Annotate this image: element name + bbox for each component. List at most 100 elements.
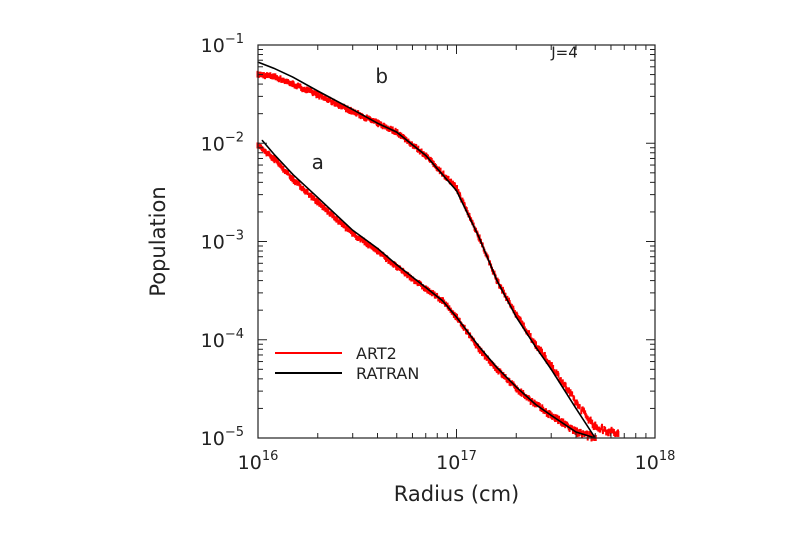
scatter-mark bbox=[329, 97, 332, 103]
scatter-mark bbox=[465, 207, 468, 213]
scatter-mark bbox=[501, 286, 504, 292]
scatter-mark bbox=[528, 330, 531, 336]
scatter-mark bbox=[519, 317, 522, 323]
data-point bbox=[515, 386, 517, 388]
scatter-mark bbox=[348, 227, 351, 233]
scatter-mark bbox=[264, 73, 267, 79]
scatter-mark bbox=[283, 79, 286, 85]
scatter-mark bbox=[591, 423, 594, 429]
scatter-mark bbox=[329, 211, 332, 217]
scatter-mark bbox=[554, 414, 557, 420]
scatter-mark bbox=[334, 101, 337, 107]
y-tick-label: 10−5 bbox=[201, 425, 244, 450]
scatter-mark bbox=[576, 432, 579, 438]
scatter-mark bbox=[573, 396, 576, 402]
data-point bbox=[455, 189, 458, 192]
scatter-mark bbox=[576, 403, 579, 409]
scatter-mark bbox=[262, 147, 265, 153]
scatter-mark bbox=[314, 199, 317, 205]
y-tick-label: 10−4 bbox=[201, 327, 244, 352]
scatter-mark bbox=[572, 428, 575, 434]
scatter-mark bbox=[301, 185, 304, 191]
scatter-mark bbox=[557, 372, 560, 378]
scatter-mark bbox=[542, 408, 545, 414]
scatter-mark bbox=[518, 315, 521, 321]
scatter-mark bbox=[306, 190, 309, 196]
scatter-mark bbox=[509, 381, 512, 387]
series-ratran-b bbox=[257, 61, 596, 439]
scatter-mark bbox=[336, 101, 339, 107]
scatter-mark bbox=[407, 272, 410, 278]
scatter-mark bbox=[277, 161, 280, 167]
scatter-mark bbox=[491, 360, 494, 366]
scatter-mark bbox=[301, 87, 304, 93]
scatter-mark bbox=[343, 223, 346, 229]
scatter-mark bbox=[586, 415, 589, 421]
scatter-mark bbox=[512, 305, 515, 311]
scatter-mark bbox=[344, 226, 347, 232]
scatter-mark bbox=[363, 116, 366, 122]
data-point bbox=[317, 90, 319, 92]
data-point bbox=[441, 300, 444, 302]
scatter-mark bbox=[386, 256, 389, 262]
scatter-mark bbox=[388, 258, 391, 264]
data-point bbox=[496, 279, 498, 282]
scatter-mark bbox=[617, 429, 620, 435]
scatter-mark bbox=[390, 260, 393, 266]
scatter-mark bbox=[352, 109, 355, 115]
annotation-j-level: J=4 bbox=[550, 43, 578, 61]
scatter-mark bbox=[287, 79, 290, 85]
scatter-mark bbox=[586, 430, 589, 436]
scatter-mark bbox=[310, 88, 313, 94]
scatter-mark bbox=[392, 129, 395, 135]
scatter-mark bbox=[520, 391, 523, 397]
scatter-mark bbox=[297, 82, 300, 88]
annotation-curve-b: b bbox=[375, 64, 388, 88]
data-point bbox=[425, 154, 427, 157]
data-point bbox=[515, 316, 517, 318]
scatter-mark bbox=[536, 345, 539, 351]
scatter-mark bbox=[573, 426, 576, 432]
scatter-mark bbox=[304, 189, 307, 195]
scatter-mark bbox=[538, 403, 541, 409]
scatter-mark bbox=[494, 365, 497, 371]
scatter-mark bbox=[541, 352, 544, 358]
scatter-mark bbox=[382, 252, 385, 258]
scatter-mark bbox=[421, 151, 424, 157]
series-line bbox=[261, 139, 596, 439]
scatter-mark bbox=[613, 430, 616, 436]
scatter-mark bbox=[392, 260, 395, 266]
scatter-mark bbox=[293, 83, 296, 89]
scatter-mark bbox=[537, 401, 540, 407]
scatter-mark bbox=[518, 389, 521, 395]
x-tick-label: 1016 bbox=[238, 449, 279, 474]
data-point bbox=[550, 368, 552, 370]
scatter-mark bbox=[271, 155, 274, 161]
scatter-mark bbox=[313, 90, 316, 96]
data-point bbox=[396, 264, 398, 266]
data-point bbox=[273, 67, 275, 69]
scatter-mark bbox=[321, 93, 324, 99]
scatter-mark bbox=[276, 76, 279, 82]
scatter-mark bbox=[601, 429, 604, 435]
scatter-mark bbox=[415, 144, 418, 150]
scatter-mark bbox=[340, 104, 343, 110]
scatter-mark bbox=[374, 247, 377, 253]
scatter-mark bbox=[282, 77, 285, 83]
scatter-mark bbox=[342, 223, 345, 229]
scatter-mark bbox=[585, 414, 588, 420]
x-axis-label: Radius (cm) bbox=[394, 482, 519, 506]
annotations: J=4 a b bbox=[312, 43, 578, 173]
data-point bbox=[575, 431, 577, 433]
scatter-mark bbox=[574, 399, 577, 405]
scatter-mark bbox=[439, 167, 442, 173]
scatter-mark bbox=[396, 131, 399, 137]
scatter-mark bbox=[271, 74, 274, 80]
scatter-mark bbox=[548, 360, 551, 366]
scatter-mark bbox=[584, 431, 587, 437]
scatter-mark bbox=[569, 424, 572, 430]
scatter-mark bbox=[269, 73, 272, 79]
scatter-mark bbox=[608, 428, 611, 434]
scatter-mark bbox=[544, 355, 547, 361]
